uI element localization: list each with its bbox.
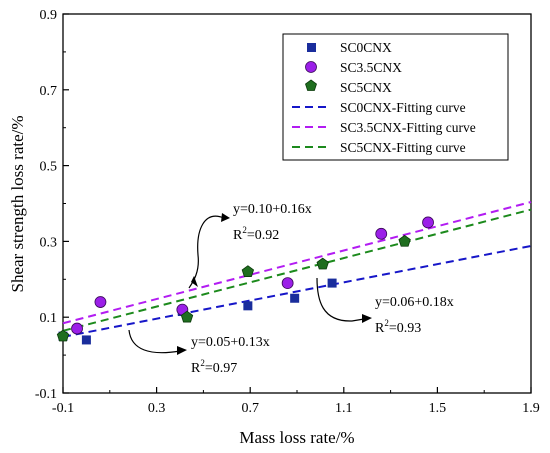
arrowhead (221, 213, 230, 222)
x-tick-label: 1.1 (335, 401, 353, 416)
data-point-pentagon (241, 265, 255, 277)
x-tick-label: -0.1 (52, 401, 74, 416)
x-axis-title: Mass loss rate/% (239, 428, 354, 447)
x-tick-label: 1.5 (429, 401, 447, 416)
data-point-square (81, 335, 91, 345)
annotation-equation: y=0.10+0.16x (233, 202, 312, 217)
annotation-sc35: y=0.10+0.16x R2=0.92 (188, 202, 312, 289)
data-point-pentagon (398, 234, 411, 247)
annotation-equation: y=0.06+0.18x (375, 295, 454, 310)
y-axis-title: Shear strength loss rate/% (8, 115, 27, 292)
arrowhead (177, 346, 187, 355)
data-point-pentagon (56, 329, 70, 342)
fit-lines (62, 201, 532, 338)
data-point-square (290, 293, 300, 303)
data-point-circle (94, 296, 107, 308)
arrowhead (191, 276, 198, 287)
fit-line-1 (62, 201, 532, 325)
fit-line-2 (62, 208, 532, 332)
x-tick-label: 0.3 (148, 401, 166, 416)
arrowhead (362, 314, 372, 323)
annotation-r2: R2=0.93 (375, 318, 421, 336)
x-tick-label: 0.7 (241, 401, 259, 416)
annotation-r2: R2=0.97 (191, 358, 237, 376)
legend-label: SC5CNX-Fitting curve (340, 140, 466, 155)
annotation-arrow (316, 277, 365, 322)
annotation-sc5: y=0.05+0.13x R2=0.97 (128, 329, 270, 376)
legend-label: SC3.5CNX-Fitting curve (340, 120, 476, 135)
y-tick-label: 0.3 (40, 235, 58, 250)
y-tick-label: 0.7 (40, 84, 58, 99)
data-point-square (243, 301, 253, 311)
annotation-sc0: y=0.06+0.18x R2=0.93 (316, 277, 454, 336)
x-tick-label: 1.9 (522, 401, 540, 416)
data-point-pentagon (316, 257, 329, 270)
legend-box (282, 33, 509, 161)
data-point-circle (375, 227, 388, 240)
legend-label: SC5CNX (340, 80, 392, 95)
data-point-circle (422, 216, 434, 229)
data-point-circle (281, 277, 294, 289)
y-tick-label: 0.1 (40, 311, 58, 326)
annotation-arrow (128, 329, 181, 354)
axis-ticks: -0.1 0.3 0.7 1.1 1.5 1.9 -0.1 0.1 0.3 0.5 0.7 0.9 (35, 8, 540, 416)
legend-label: SC0CNX-Fitting curve (340, 100, 466, 115)
legend-marker-sc5cnx (305, 79, 317, 91)
legend-label: SC3.5CNX (340, 60, 402, 75)
data-points (56, 216, 434, 345)
annotation-r2: R2=0.92 (233, 225, 279, 243)
annotation-equation: y=0.05+0.13x (191, 335, 270, 350)
y-tick-label: 0.5 (40, 160, 58, 175)
legend-marker-sc35cnx (305, 61, 317, 73)
fit-line-0 (62, 244, 532, 338)
y-tick-label: -0.1 (35, 387, 57, 402)
legend: SC0CNX SC3.5CNX SC5CNX SC0CNX-Fitting cu… (282, 33, 509, 161)
legend-label: SC0CNX (340, 40, 392, 55)
legend-marker-sc0cnx (307, 43, 316, 52)
y-tick-label: 0.9 (40, 8, 58, 23)
data-point-pentagon (180, 310, 194, 323)
data-point-square (327, 278, 337, 288)
data-point-circle (71, 322, 83, 335)
